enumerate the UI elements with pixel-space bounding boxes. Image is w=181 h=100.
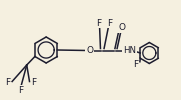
Text: F: F: [18, 86, 23, 95]
Text: F: F: [107, 18, 112, 28]
Text: HN: HN: [123, 46, 136, 55]
Text: F: F: [5, 78, 10, 87]
Text: O: O: [118, 24, 125, 32]
Text: O: O: [86, 46, 93, 55]
Text: F: F: [96, 18, 101, 28]
Text: F: F: [134, 60, 139, 69]
Text: F: F: [31, 78, 36, 87]
